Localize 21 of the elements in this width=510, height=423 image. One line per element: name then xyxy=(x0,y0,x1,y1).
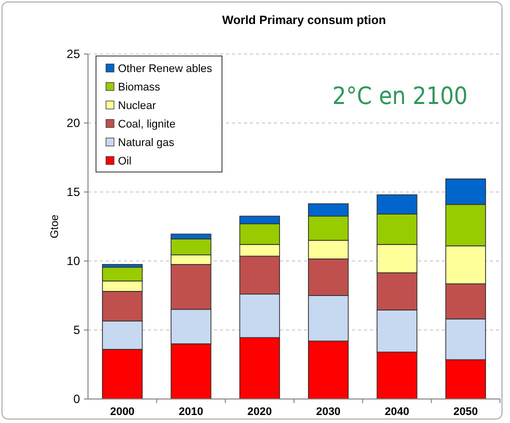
y-axis-title: Gtoe xyxy=(49,214,61,238)
chart-title: World Primary consum ption xyxy=(222,13,386,27)
x-tick-label: 2010 xyxy=(178,406,204,418)
legend-label: Natural gas xyxy=(118,136,175,149)
x-tick-label: 2020 xyxy=(247,406,272,418)
y-tick-label: 5 xyxy=(73,323,80,338)
legend-label: Other Renew ables xyxy=(118,62,213,75)
y-tick-label: 0 xyxy=(73,392,80,406)
y-tick-label: 15 xyxy=(66,185,80,200)
x-tick-label: 2040 xyxy=(384,406,410,418)
legend-label: Oil xyxy=(118,155,132,168)
y-tick-label: 20 xyxy=(66,116,80,130)
x-tick-label: 2000 xyxy=(110,406,135,418)
legend-label: Coal, lignite xyxy=(118,118,176,130)
y-tick-label: 25 xyxy=(66,47,80,62)
x-tick-label: 2030 xyxy=(316,406,341,418)
legend-label: Biomass xyxy=(118,81,161,94)
legend-label: Nuclear xyxy=(118,100,156,112)
x-tick-label: 2050 xyxy=(453,406,478,418)
annotation: 2°C en 2100 xyxy=(332,82,468,110)
y-tick-label: 10 xyxy=(66,254,80,268)
